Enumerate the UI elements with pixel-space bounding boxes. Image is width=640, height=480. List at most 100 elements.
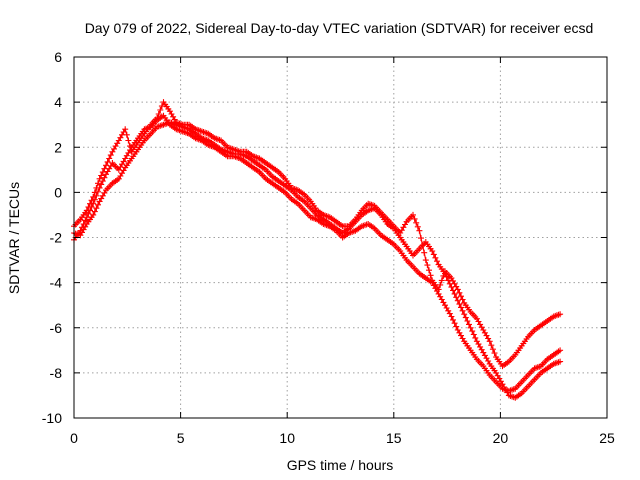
data-point [491, 350, 498, 357]
data-point [489, 346, 496, 353]
data-point [83, 214, 90, 221]
data-point [438, 277, 445, 284]
axis-ticks [73, 56, 608, 419]
data-point [453, 323, 460, 330]
data-point [125, 137, 132, 144]
data-point [458, 293, 464, 300]
data-point [451, 320, 458, 327]
data-series-layer [71, 99, 564, 401]
x-tick-label: 25 [599, 430, 615, 446]
axis-tick-labels: 0 5 10 15 20 25 -10 -8 -6 -4 -2 0 2 4 6 [42, 49, 615, 446]
series-line [73, 114, 561, 392]
data-point [448, 313, 455, 320]
data-point [430, 251, 437, 258]
data-point [90, 211, 97, 218]
x-tick-label: 0 [70, 430, 78, 446]
data-point [122, 126, 129, 133]
data-point [88, 197, 95, 204]
data-point [410, 211, 416, 218]
data-point [469, 328, 476, 335]
data-point [107, 152, 114, 159]
data-point [454, 297, 461, 304]
data-point [422, 257, 429, 264]
data-point [95, 180, 101, 187]
y-tick-label: -10 [42, 410, 62, 426]
data-point [419, 242, 426, 249]
y-tick-label: 6 [54, 49, 62, 65]
data-point [80, 221, 87, 227]
series-line [73, 100, 561, 367]
data-point [429, 248, 436, 254]
data-point [90, 200, 97, 207]
y-tick-label: -4 [50, 275, 63, 291]
data-point [557, 358, 564, 365]
y-tick-label: -2 [50, 230, 63, 246]
data-point [413, 219, 420, 226]
data-point [437, 281, 444, 288]
data-point [557, 311, 564, 318]
x-tick-label: 5 [177, 430, 185, 446]
data-point [87, 207, 93, 214]
data-point [424, 262, 431, 269]
data-point [416, 227, 423, 234]
data-point [93, 205, 100, 212]
data-point [488, 342, 495, 349]
data-point [93, 192, 100, 199]
series-track-a [71, 119, 564, 401]
data-point [486, 338, 493, 345]
data-point [461, 311, 468, 318]
data-point [459, 307, 466, 314]
data-point [157, 107, 164, 113]
data-point [427, 272, 434, 279]
x-tick-label: 15 [386, 430, 402, 446]
data-point [99, 169, 106, 176]
y-tick-label: 0 [54, 184, 62, 200]
data-point [104, 158, 111, 165]
data-point [123, 131, 130, 138]
x-tick-label: 10 [279, 430, 295, 446]
data-point [464, 318, 471, 324]
data-point [440, 272, 447, 279]
y-tick-label: -6 [50, 320, 63, 336]
data-point [96, 175, 103, 182]
chart-title: Day 079 of 2022, Sidereal Day-to-day VTE… [85, 20, 594, 36]
series-line [73, 121, 561, 399]
data-point [95, 188, 101, 195]
data-point [456, 289, 463, 296]
data-point [557, 347, 564, 354]
data-point [426, 267, 432, 274]
data-point [453, 294, 460, 301]
data-point [456, 301, 463, 308]
data-point [434, 258, 440, 265]
data-point [85, 210, 92, 217]
y-tick-label: 4 [54, 94, 62, 110]
data-point [77, 227, 84, 234]
data-point [82, 217, 89, 224]
data-point [454, 286, 461, 293]
data-point [462, 314, 469, 321]
x-axis-title: GPS time / hours [287, 457, 394, 473]
data-point [106, 155, 113, 162]
data-point [432, 254, 439, 261]
data-point [98, 172, 105, 179]
data-point [459, 296, 466, 303]
data-point [414, 223, 421, 230]
data-point [450, 316, 456, 323]
data-point [470, 331, 477, 338]
data-point [88, 204, 95, 210]
data-point [95, 201, 101, 208]
data-point [91, 208, 98, 215]
data-point [91, 189, 98, 196]
y-tick-label: -8 [50, 365, 63, 381]
data-point [466, 321, 472, 328]
data-point [91, 196, 98, 203]
x-tick-label: 20 [493, 430, 509, 446]
data-point [411, 215, 418, 222]
data-point [99, 178, 106, 185]
series-track-c [71, 112, 564, 394]
data-point [467, 324, 474, 331]
data-point [101, 174, 108, 181]
data-point [472, 334, 479, 341]
